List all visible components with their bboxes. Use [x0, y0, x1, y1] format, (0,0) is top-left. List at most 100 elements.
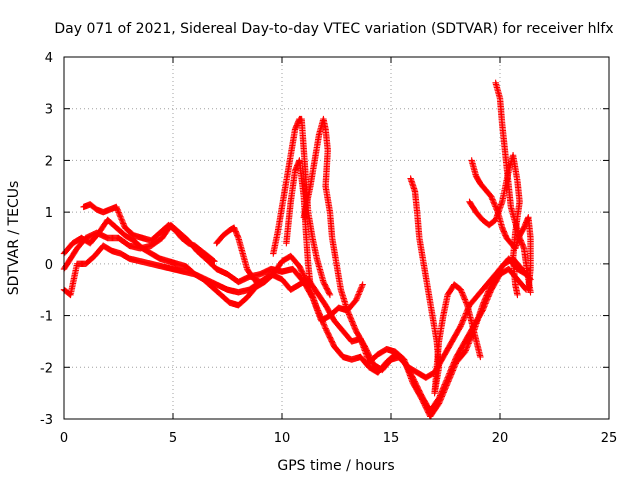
y-axis-label: SDTVAR / TECUs — [6, 181, 22, 296]
data-point — [447, 371, 455, 378]
data-point — [211, 258, 218, 265]
plot-frame — [63, 56, 610, 420]
data-point — [314, 305, 321, 313]
data-point — [446, 374, 454, 381]
data-point — [357, 285, 365, 292]
data-point — [491, 200, 498, 207]
data-point — [118, 217, 126, 224]
data-point — [450, 364, 458, 371]
data-point — [442, 383, 450, 391]
data-point — [350, 320, 357, 328]
data-point — [351, 323, 358, 331]
data-point — [452, 361, 459, 369]
data-point — [326, 290, 333, 297]
data-point — [442, 385, 449, 392]
data-point — [465, 340, 472, 347]
data-point — [316, 310, 323, 317]
data-point — [488, 193, 495, 200]
data-point — [440, 389, 447, 396]
data-point — [318, 317, 326, 324]
data-point — [486, 285, 493, 292]
data-point — [435, 400, 443, 407]
data-point — [462, 347, 469, 354]
data-point — [485, 288, 492, 295]
data-point — [463, 345, 470, 353]
data-point — [483, 292, 490, 299]
data-point — [317, 312, 324, 320]
data-point — [113, 205, 121, 212]
x-tick-label: 10 — [274, 431, 291, 446]
data-point — [318, 315, 325, 323]
data-point — [460, 293, 467, 300]
data-point — [317, 314, 325, 321]
data-point — [486, 284, 494, 291]
data-point — [482, 293, 490, 301]
data-point — [355, 291, 362, 298]
data-point — [114, 206, 121, 213]
data-point — [490, 199, 497, 206]
data-point — [449, 367, 457, 374]
data-point — [349, 319, 356, 327]
data-point — [347, 314, 354, 321]
data-point — [445, 376, 453, 384]
data-point — [479, 300, 487, 308]
data-point — [463, 300, 470, 308]
data-point — [446, 375, 453, 382]
y-tick-label: 1 — [45, 206, 53, 221]
data-point — [326, 291, 334, 299]
data-point — [440, 387, 448, 395]
data-point — [116, 210, 123, 218]
data-point — [489, 196, 496, 203]
data-point — [117, 213, 124, 220]
data-point — [458, 289, 466, 296]
data-point — [439, 392, 446, 399]
data-point — [356, 288, 363, 295]
data-point — [458, 321, 465, 328]
data-point — [467, 336, 474, 343]
series-track-i — [407, 175, 484, 397]
data-point — [451, 363, 458, 370]
data-point — [320, 321, 328, 328]
data-point — [461, 294, 468, 302]
data-point — [354, 292, 362, 300]
x-axis-label: GPS time / hours — [277, 458, 394, 474]
x-tick-label: 0 — [60, 431, 68, 446]
chart-title: Day 071 of 2021, Sidereal Day-to-day VTE… — [54, 21, 613, 37]
data-point — [459, 292, 467, 299]
series-track-k — [492, 79, 534, 296]
data-point — [467, 334, 475, 342]
data-point — [114, 207, 122, 215]
data-point — [484, 289, 491, 297]
data-point — [461, 348, 469, 355]
x-tick-label: 20 — [492, 431, 509, 446]
data-point — [353, 295, 360, 302]
y-tick-label: 4 — [45, 51, 53, 66]
x-tick-label: 25 — [601, 431, 618, 446]
data-point — [481, 297, 488, 305]
data-point — [464, 343, 471, 350]
data-point — [346, 312, 353, 320]
data-point — [439, 390, 447, 398]
data-point — [117, 214, 125, 222]
data-point — [465, 338, 473, 346]
data-point — [447, 372, 454, 380]
data-point — [438, 393, 446, 400]
data-point — [437, 396, 444, 403]
data-point — [444, 379, 451, 386]
data-point — [463, 344, 471, 351]
data-point — [116, 212, 124, 219]
tick-label-layer: 0 5 10 15 20 25 -3 -2 -1 0 1 2 3 4 — [40, 51, 617, 446]
data-point — [460, 315, 467, 323]
data-point — [348, 318, 356, 325]
data-point — [449, 368, 456, 375]
data-point — [319, 318, 326, 325]
data-marks — [60, 79, 534, 420]
y-tick-label: 0 — [45, 258, 53, 273]
series-track-d — [80, 201, 218, 265]
data-point — [358, 282, 366, 290]
data-point — [462, 297, 469, 305]
data-point — [321, 322, 328, 329]
data-point — [118, 216, 125, 223]
data-point — [316, 311, 323, 318]
data-point — [438, 394, 445, 402]
